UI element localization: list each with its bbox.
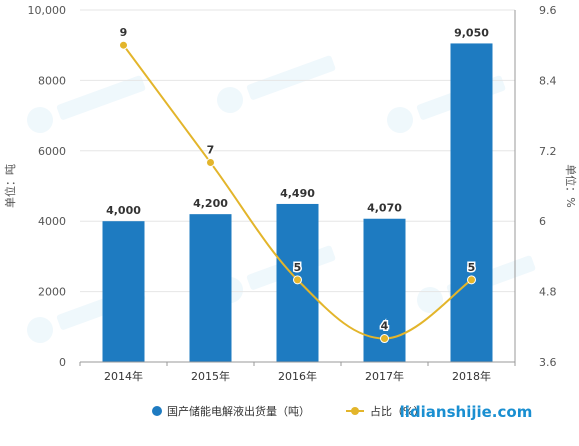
bar-value-label: 4,000: [106, 204, 141, 217]
watermark-site-text: lidianshijie.com: [400, 403, 533, 421]
watermark-logo: [217, 245, 336, 303]
bar-value-label: 4,070: [367, 202, 402, 215]
y-left-tick-label: 10,000: [28, 4, 67, 17]
axes: 2014年 2015年 2016年 2017年 2018年 0 2000 4000 6000 80…: [3, 4, 578, 383]
bars: [102, 43, 493, 362]
legend[interactable]: 国产储能电解液出货量（吨） 占比（%）: [152, 404, 424, 418]
watermark-logo-icon: [387, 107, 413, 133]
line-value-label: 9: [120, 26, 128, 39]
line-series: [119, 40, 476, 344]
bar-value-label: 4,490: [280, 187, 315, 200]
y-left-tick-label: 8000: [38, 74, 66, 87]
y-left-tick-label: 0: [59, 356, 66, 369]
watermark-logo: [217, 55, 336, 113]
watermark-logo: [27, 75, 146, 133]
x-tick-label: 2016年: [278, 369, 317, 383]
line-point-2017年: [380, 334, 389, 344]
line-value-label: 5: [468, 261, 476, 274]
x-tick-label: 2017年: [365, 369, 404, 383]
watermark-logo-icon: [27, 107, 53, 133]
y-left-axis-title: 单位：吨: [3, 164, 17, 208]
legend-label-bar: 国产储能电解液出货量（吨）: [167, 404, 310, 418]
watermark-logo-icon: [217, 87, 243, 113]
y-right-tick-label: 4.8: [539, 286, 557, 299]
x-tick-label: 2015年: [191, 369, 230, 383]
data-labels: 4,000 4,200 4,490 4,070 9,050 9 7 5 4 5: [106, 25, 489, 334]
y-right-tick-label: 7.2: [539, 145, 557, 158]
y-right-axis-title: 单位：%: [564, 164, 578, 207]
legend-marker-bar: [152, 406, 162, 416]
watermark-logo-text-block: [246, 55, 336, 100]
watermark-logo-icon: [27, 317, 53, 343]
legend-marker-line-dot: [351, 407, 359, 415]
x-tick-label: 2014年: [104, 369, 143, 383]
bar-2015年: [189, 214, 232, 362]
y-left-tick-label: 4000: [38, 215, 66, 228]
x-tick-label: 2018年: [452, 369, 491, 383]
line-point-2016年: [293, 275, 302, 285]
y-right-tick-label: 9.6: [539, 4, 557, 17]
line-value-label: 4: [381, 320, 389, 333]
line-value-label: 7: [207, 144, 215, 157]
y-left-tick-label: 6000: [38, 145, 66, 158]
line-value-label: 5: [294, 261, 302, 274]
watermark-logo-icon: [417, 287, 443, 313]
bar-2018年: [450, 43, 493, 362]
line-point-2015年: [206, 158, 215, 168]
watermark-logo-text-block: [56, 75, 146, 120]
bar-value-label: 9,050: [454, 26, 489, 39]
y-right-tick-label: 3.6: [539, 356, 557, 369]
legend-label-line: 占比（%）: [370, 404, 424, 418]
y-left-tick-label: 2000: [38, 286, 66, 299]
y-right-tick-label: 8.4: [539, 74, 557, 87]
line-point-2014年: [119, 40, 128, 50]
line-path: [122, 44, 473, 340]
y-right-tick-label: 6: [539, 215, 546, 228]
bar-value-label: 4,200: [193, 197, 228, 210]
bar-2014年: [102, 221, 145, 362]
line-point-2018年: [467, 275, 476, 285]
